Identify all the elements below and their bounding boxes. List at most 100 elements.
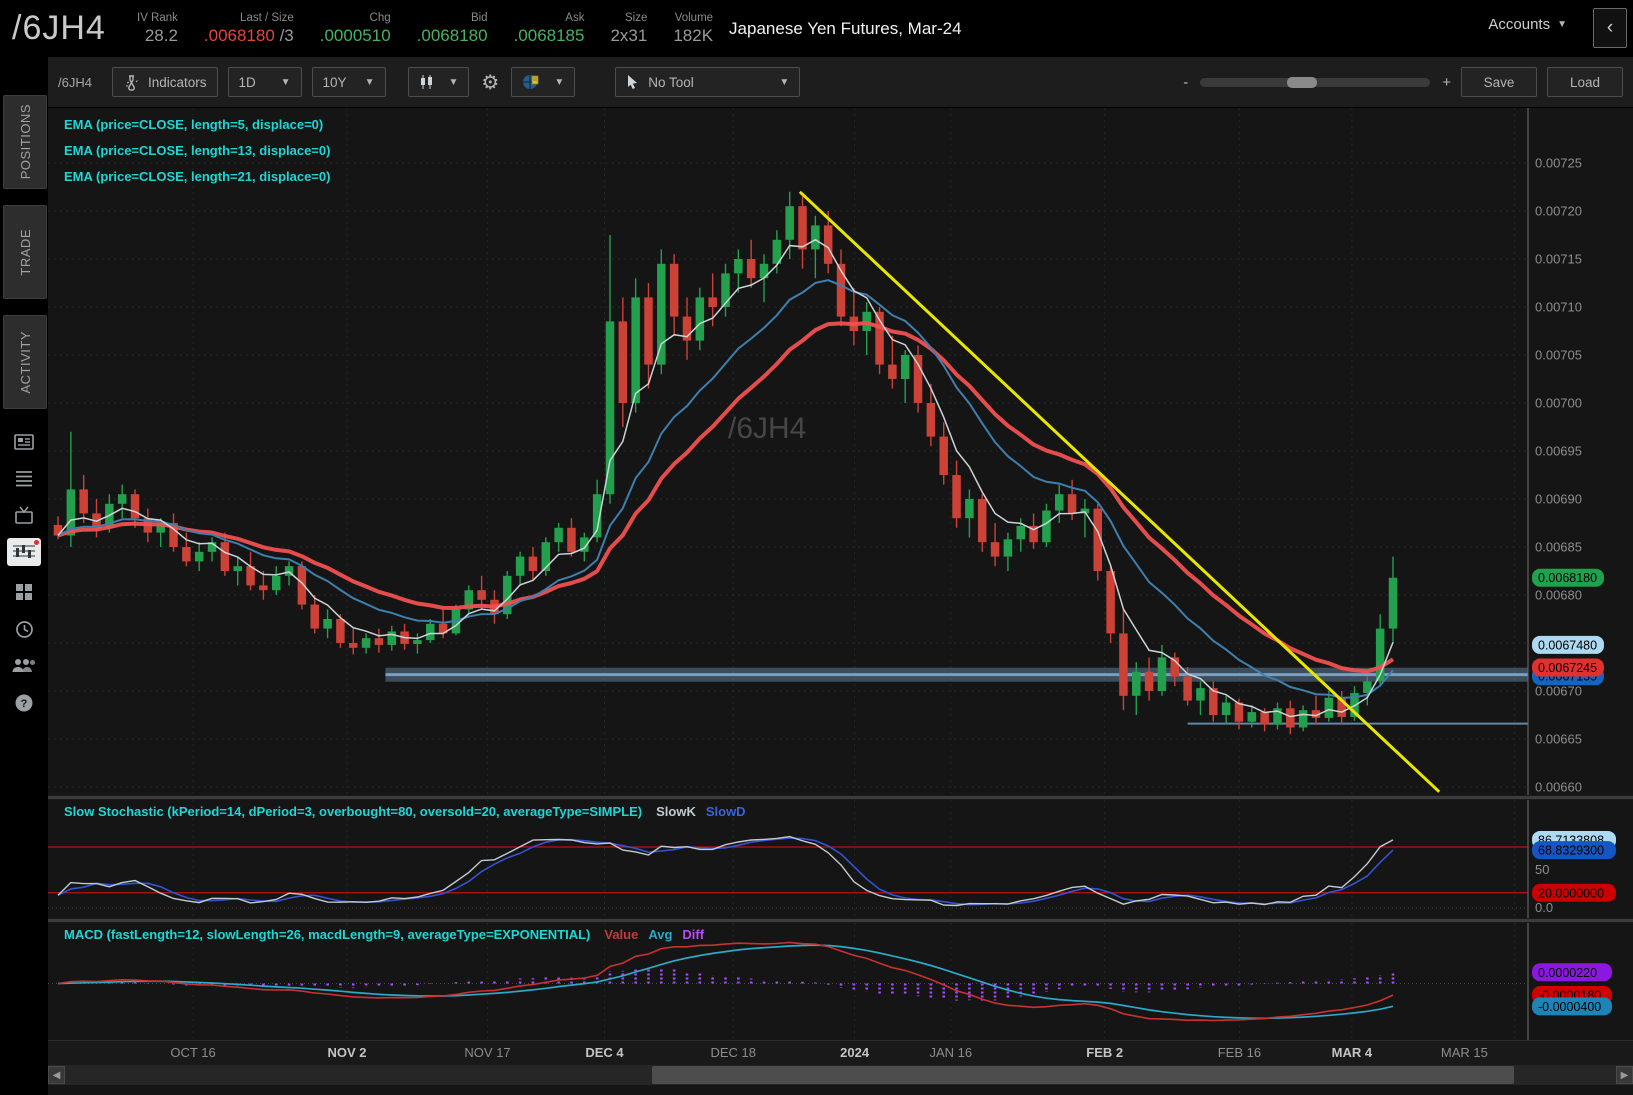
ema5-label[interactable]: EMA (price=CLOSE, length=5, displace=0) — [64, 117, 324, 132]
time-axis[interactable]: OCT 16 NOV 2 NOV 17 DEC 4 DEC 18 2024 JAN 16 FE… — [48, 1040, 1633, 1066]
macd-label: MACD (fastLength=12, slowLength=26, macd… — [64, 927, 705, 942]
chevron-down-icon: ▼ — [779, 76, 790, 88]
macd-diff-legend: Diff — [682, 927, 705, 942]
field-ask: Ask .0068185 — [513, 12, 585, 45]
svg-text:0.00720: 0.00720 — [1535, 204, 1582, 219]
scroll-right-arrow-icon[interactable]: ▶ — [1616, 1066, 1633, 1084]
range-dropdown[interactable]: 10Y ▼ — [311, 67, 386, 97]
svg-text:0.0: 0.0 — [1535, 900, 1553, 915]
svg-text:0.00705: 0.00705 — [1535, 348, 1582, 363]
svg-text:0.00665: 0.00665 — [1535, 732, 1582, 747]
help-icon[interactable]: ? — [8, 688, 40, 718]
time-axis-label: FEB 16 — [1217, 1045, 1262, 1060]
collapse-panel-button[interactable]: ‹ — [1593, 8, 1627, 48]
save-button[interactable]: Save — [1461, 67, 1537, 97]
svg-text:0.0067245: 0.0067245 — [1538, 661, 1597, 675]
time-axis-label: 2024 — [840, 1045, 870, 1060]
field-bid: Bid .0068180 — [416, 12, 488, 45]
svg-text:0.00710: 0.00710 — [1535, 300, 1582, 315]
scroll-left-arrow-icon[interactable]: ◀ — [48, 1066, 65, 1084]
dashboard-grid-icon[interactable] — [8, 577, 40, 607]
community-people-icon[interactable] — [8, 651, 40, 681]
svg-text:0.00690: 0.00690 — [1535, 492, 1582, 507]
chevron-left-icon: ‹ — [1606, 17, 1614, 38]
svg-text:0.00680: 0.00680 — [1535, 588, 1582, 603]
time-axis-label: FEB 2 — [1086, 1045, 1124, 1060]
zoom-slider[interactable] — [1200, 76, 1431, 88]
chevron-down-icon: ▼ — [448, 76, 459, 88]
load-button[interactable]: Load — [1547, 67, 1623, 97]
field-chg: Chg .0000510 — [319, 12, 391, 45]
macd-canvas[interactable]: 0.0000220 -0.0000180 -0.0000400 — [48, 923, 1633, 1045]
panel-divider[interactable] — [48, 795, 1633, 800]
ema13-label[interactable]: EMA (price=CLOSE, length=13, displace=0) — [64, 143, 331, 158]
field-iv-rank: IV Rank 28.2 — [137, 12, 178, 45]
time-axis-label: NOV 2 — [327, 1045, 367, 1060]
field-last-size: Last / Size .0068180 /3 — [203, 12, 294, 45]
symbol-title: /6JH4 — [12, 9, 106, 47]
svg-text:0.0000220: 0.0000220 — [1538, 966, 1597, 980]
svg-text:0.00700: 0.00700 — [1535, 396, 1582, 411]
svg-text:-0.0000400: -0.0000400 — [1538, 1000, 1601, 1014]
chart-symbol-label: /6JH4 — [58, 74, 92, 90]
timeframe-dropdown[interactable]: 1D ▼ — [227, 67, 302, 97]
cursor-arrow-icon — [628, 75, 638, 89]
indicators-button[interactable]: Indicators — [111, 67, 218, 97]
zoom-out-button[interactable]: - — [1183, 73, 1189, 91]
time-axis-label: DEC 18 — [710, 1045, 756, 1060]
ema21-label[interactable]: EMA (price=CLOSE, length=21, displace=0) — [64, 169, 331, 184]
svg-text:50: 50 — [1535, 862, 1549, 877]
svg-text:/6JH4: /6JH4 — [728, 412, 806, 445]
chevron-down-icon: ▼ — [554, 76, 565, 88]
time-axis-label: OCT 16 — [170, 1045, 216, 1060]
svg-text:?: ? — [21, 698, 28, 710]
price-chart-panel[interactable]: EMA (price=CLOSE, length=5, displace=0) … — [48, 108, 1633, 795]
zoom-controls: - + — [1183, 74, 1451, 91]
macd-value-legend: Value — [604, 927, 639, 942]
chevron-down-icon: ▼ — [364, 76, 375, 88]
candlestick-chart-canvas[interactable]: 0.00725 0.00720 0.00715 0.00710 0.00705 0.007… — [48, 108, 1633, 800]
contract-title: Japanese Yen Futures, Mar-24 — [729, 18, 962, 38]
chart-icon[interactable] — [7, 538, 41, 566]
grid-style-dropdown[interactable]: ▼ — [511, 67, 576, 97]
svg-text:0.00660: 0.00660 — [1535, 780, 1582, 795]
time-axis-label: MAR 15 — [1440, 1045, 1488, 1060]
panel-divider[interactable] — [48, 918, 1633, 923]
slowd-legend: SlowD — [705, 804, 746, 819]
svg-text:0.00670: 0.00670 — [1535, 684, 1582, 699]
chart-type-dropdown[interactable]: ▼ — [407, 67, 470, 97]
zoom-in-button[interactable]: + — [1442, 73, 1451, 91]
stochastic-canvas[interactable]: 50 0.0 86.7133808 68.8329300 20.0000000 — [48, 800, 1633, 923]
sidebar-tab-trade[interactable]: TRADE — [3, 205, 47, 299]
time-axis-label: JAN 16 — [929, 1045, 973, 1060]
field-volume: Volume 182K — [673, 12, 714, 45]
notification-dot — [34, 540, 39, 545]
accounts-menu[interactable]: Accounts ▼ — [1488, 16, 1567, 33]
gear-icon[interactable]: ⚙ — [481, 71, 500, 94]
indicators-flask-icon — [125, 74, 138, 91]
svg-text:68.8329300: 68.8329300 — [1538, 844, 1604, 858]
macd-panel[interactable]: MACD (fastLength=12, slowLength=26, macd… — [48, 923, 1633, 1040]
sidebar-tab-activity[interactable]: ACTIVITY — [3, 315, 47, 409]
left-sidebar: POSITIONS TRADE ACTIVITY ? — [0, 57, 48, 1095]
news-icon[interactable] — [8, 427, 40, 457]
chevron-down-icon: ▼ — [1557, 19, 1567, 30]
svg-text:0.00725: 0.00725 — [1535, 156, 1582, 171]
field-size: Size 2x31 — [610, 12, 648, 45]
history-clock-icon[interactable] — [8, 614, 40, 644]
stochastic-panel[interactable]: Slow Stochastic (kPeriod=14, dPeriod=3, … — [48, 800, 1633, 918]
candlestick-icon — [420, 75, 432, 89]
chart-area: EMA (price=CLOSE, length=5, displace=0) … — [48, 108, 1633, 1095]
watchlist-icon[interactable] — [8, 464, 40, 494]
chevron-down-icon: ▼ — [280, 76, 291, 88]
tv-icon[interactable] — [8, 501, 40, 531]
time-axis-label: MAR 4 — [1331, 1045, 1373, 1060]
drawing-tool-dropdown[interactable]: No Tool ▼ — [615, 67, 801, 97]
scrollbar-thumb[interactable] — [652, 1066, 1514, 1084]
sidebar-tab-positions[interactable]: POSITIONS — [3, 95, 47, 189]
zoom-slider-thumb[interactable] — [1287, 76, 1318, 88]
chart-scrollbar[interactable]: ◀ ▶ — [48, 1065, 1633, 1085]
time-axis-label: NOV 17 — [464, 1045, 511, 1060]
slowk-legend: SlowK — [656, 804, 696, 819]
